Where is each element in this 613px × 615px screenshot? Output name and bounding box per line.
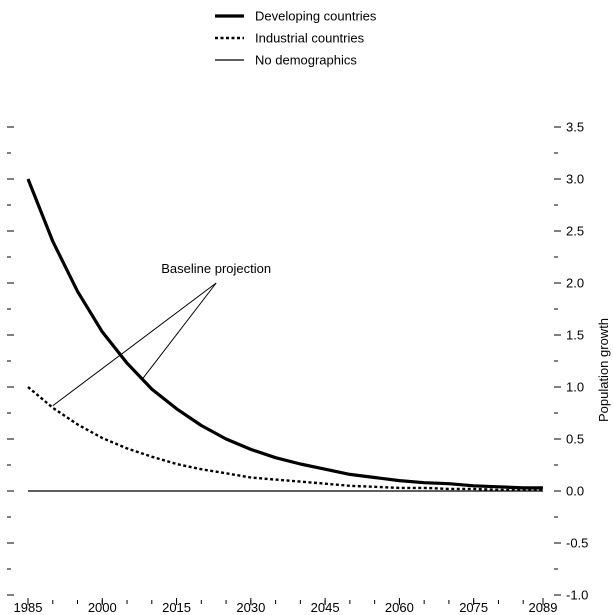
legend-label-0: Developing countries <box>255 9 377 24</box>
x-tick-label: 2075 <box>459 600 488 615</box>
x-axis <box>27 598 544 605</box>
series-line-0 <box>26 178 543 490</box>
y-tick-label: 0.5 <box>566 432 584 447</box>
y-tick-label: -0.5 <box>566 536 588 551</box>
legend-label-2: No demographics <box>255 53 357 68</box>
right-axis-ticks <box>554 126 561 596</box>
y-tick-label: 0.0 <box>566 484 584 499</box>
y-tick-label: 3.5 <box>566 120 584 135</box>
x-tick-label: 2000 <box>88 600 117 615</box>
series-layer <box>26 178 543 492</box>
x-tick-labels: 1985 2000 2015 2030 2045 2060 2075 2089 <box>14 600 558 615</box>
annotation-label-0: Baseline projection <box>161 261 271 276</box>
x-tick-label: 2060 <box>385 600 414 615</box>
series-line-1 <box>27 386 543 492</box>
y-tick-label: 1.0 <box>566 380 584 395</box>
x-tick-label: 2030 <box>236 600 265 615</box>
y-axis-label: Population growth <box>596 318 611 422</box>
annotation-layer: Baseline projection <box>52 261 271 407</box>
y-tick-label: 1.5 <box>566 328 584 343</box>
y-tick-label: 3.0 <box>566 172 584 187</box>
y-tick-label: 2.0 <box>566 276 584 291</box>
y-tick-label: 2.5 <box>566 224 584 239</box>
x-tick-label: 2015 <box>162 600 191 615</box>
x-tick-label: 2045 <box>311 600 340 615</box>
annotation-pointer-0 <box>52 282 217 407</box>
left-axis-ticks <box>7 126 14 596</box>
y-tick-labels: -1.0 -0.5 0.0 0.5 1.0 1.5 2.0 2.5 3.0 3.5 <box>566 120 588 603</box>
legend-label-1: Industrial countries <box>255 31 365 46</box>
x-tick-label: 2089 <box>529 600 558 615</box>
y-tick-label: -1.0 <box>566 588 588 603</box>
annotation-pointer-1 <box>141 282 217 381</box>
legend: Developing countries Industrial countries… <box>215 9 377 68</box>
x-tick-label: 1985 <box>14 600 43 615</box>
